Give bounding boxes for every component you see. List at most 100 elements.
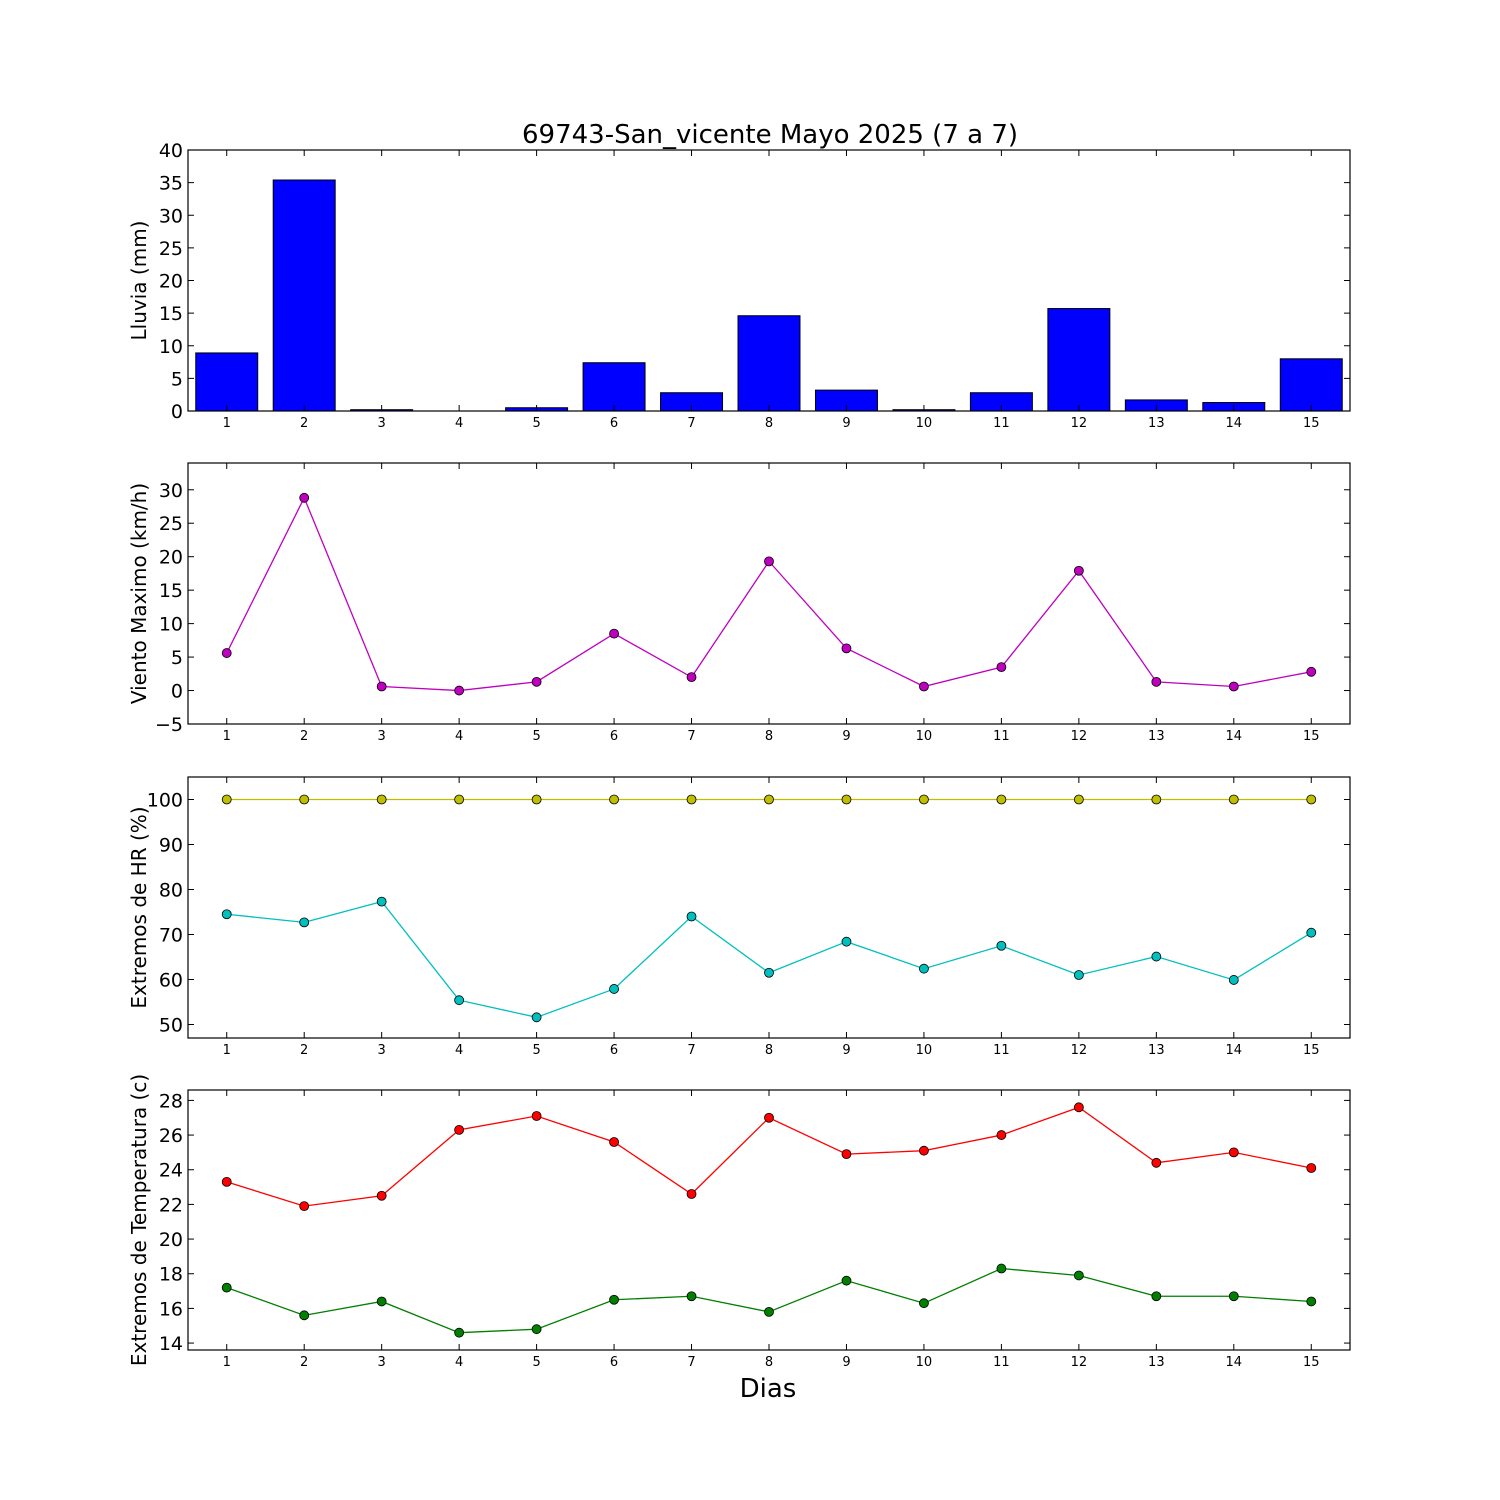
bar-day-1: [195, 352, 259, 412]
xtick-label: 12: [1071, 416, 1088, 431]
series-1-point-day-13: [1151, 1157, 1162, 1168]
chart-title: 69743-San_vicente Mayo 2025 (7 a 7): [522, 120, 1018, 150]
series-2-point-day-2: [299, 917, 310, 928]
series-1-point-day-11: [996, 1130, 1007, 1140]
xtick-label: 5: [532, 416, 540, 431]
series-1-point-day-7: [686, 794, 697, 805]
series-1-point-day-3: [376, 1190, 387, 1201]
xtick-label: 2: [300, 729, 308, 744]
ytick-label: 20: [159, 547, 183, 569]
bar-day-12: [1047, 308, 1111, 412]
series-2-point-day-12: [1073, 1270, 1084, 1281]
xtick-label: 15: [1303, 1043, 1320, 1058]
xtick-label: 4: [455, 416, 463, 431]
ytick-label: 60: [159, 970, 183, 992]
xtick-label: 12: [1071, 1355, 1088, 1370]
xtick-label: 14: [1226, 416, 1243, 431]
series-1-point-day-7: [686, 1189, 697, 1199]
series-2-line: [226, 1267, 1312, 1334]
series-2-point-day-15: [1306, 1296, 1317, 1307]
plot-frame: [187, 462, 1351, 725]
series-1-point-day-12: [1073, 1102, 1084, 1113]
series-1-point-day-3: [376, 794, 387, 805]
series-2-point-day-10: [919, 1298, 929, 1309]
xtick-label: 4: [455, 1043, 463, 1058]
series-1-point-day-15: [1306, 666, 1317, 677]
xtick-label: 8: [765, 729, 773, 744]
series-1-point-day-15: [1306, 794, 1317, 805]
xtick-label: 15: [1303, 416, 1320, 431]
xtick-label: 6: [610, 416, 618, 431]
ytick-label: 20: [159, 1229, 183, 1251]
series-1-point-day-1: [221, 794, 232, 805]
series-2-point-day-5: [531, 1012, 542, 1023]
xtick-label: 8: [765, 1043, 773, 1058]
series-1-point-day-6: [609, 628, 619, 639]
series-2-point-day-12: [1073, 970, 1084, 980]
xtick-label: 10: [916, 1043, 933, 1058]
xtick-label: 13: [1148, 1355, 1165, 1370]
series-1-point-day-9: [841, 643, 852, 654]
xtick-label: 1: [223, 1043, 231, 1058]
ytick-label: 18: [159, 1264, 183, 1286]
xtick-label: 7: [687, 416, 695, 431]
series-1-line: [226, 496, 1312, 692]
series-2-point-day-4: [454, 995, 465, 1006]
series-2-point-day-11: [996, 940, 1007, 951]
xtick-label: 6: [610, 729, 618, 744]
series-1-point-day-14: [1228, 681, 1239, 692]
xtick-label: 11: [993, 1355, 1010, 1370]
series-1-point-day-9: [841, 794, 852, 805]
ytick-label: 90: [159, 835, 183, 857]
xtick-label: 4: [455, 729, 463, 744]
series-1-point-day-13: [1151, 676, 1162, 687]
series-2-point-day-15: [1306, 927, 1317, 938]
ytick-label: 70: [159, 925, 183, 947]
series-1-point-day-10: [919, 681, 929, 692]
series-2-point-day-7: [686, 1291, 697, 1302]
xtick-label: 2: [300, 1355, 308, 1370]
xtick-label: 10: [916, 416, 933, 431]
series-1-point-day-13: [1151, 794, 1162, 805]
xtick-label: 15: [1303, 729, 1320, 744]
ytick-label: 30: [159, 205, 183, 227]
xtick-label: 14: [1226, 1043, 1243, 1058]
series-1-point-day-2: [299, 1201, 310, 1212]
series-2-point-day-14: [1228, 1291, 1239, 1302]
xtick-label: 14: [1226, 1355, 1243, 1370]
ytick-label: 35: [159, 173, 183, 195]
bar-day-6: [582, 362, 646, 412]
ytick-label: 20: [159, 271, 183, 293]
series-2-point-day-8: [764, 1306, 774, 1317]
y-axis-title: Lluvia (mm): [127, 221, 151, 341]
series-2-point-day-3: [376, 1296, 387, 1307]
ytick-label: 16: [159, 1298, 183, 1320]
series-2-point-day-4: [454, 1327, 465, 1338]
ytick-label: 10: [159, 336, 183, 358]
series-1-point-day-3: [376, 681, 387, 692]
series-1-point-day-2: [299, 794, 310, 805]
bar-day-2: [272, 179, 336, 412]
xtick-label: 6: [610, 1043, 618, 1058]
series-1-point-day-14: [1228, 794, 1239, 805]
xtick-label: 8: [765, 1355, 773, 1370]
series-1-point-day-6: [609, 794, 619, 805]
series-1-point-day-4: [454, 685, 465, 696]
bar-day-15: [1279, 358, 1343, 412]
xtick-label: 1: [223, 729, 231, 744]
series-1-point-day-8: [764, 556, 774, 567]
x-axis-title: Dias: [740, 1374, 797, 1404]
xtick-label: 3: [378, 729, 386, 744]
series-1-point-day-5: [531, 676, 542, 687]
series-2-point-day-3: [376, 896, 387, 907]
xtick-label: 15: [1303, 1355, 1320, 1370]
series-2-line: [226, 900, 1312, 1018]
series-1-point-day-5: [531, 794, 542, 805]
xtick-label: 4: [455, 1355, 463, 1370]
xtick-label: 13: [1148, 729, 1165, 744]
series-2-point-day-9: [841, 1275, 852, 1286]
series-2-point-day-2: [299, 1310, 310, 1321]
